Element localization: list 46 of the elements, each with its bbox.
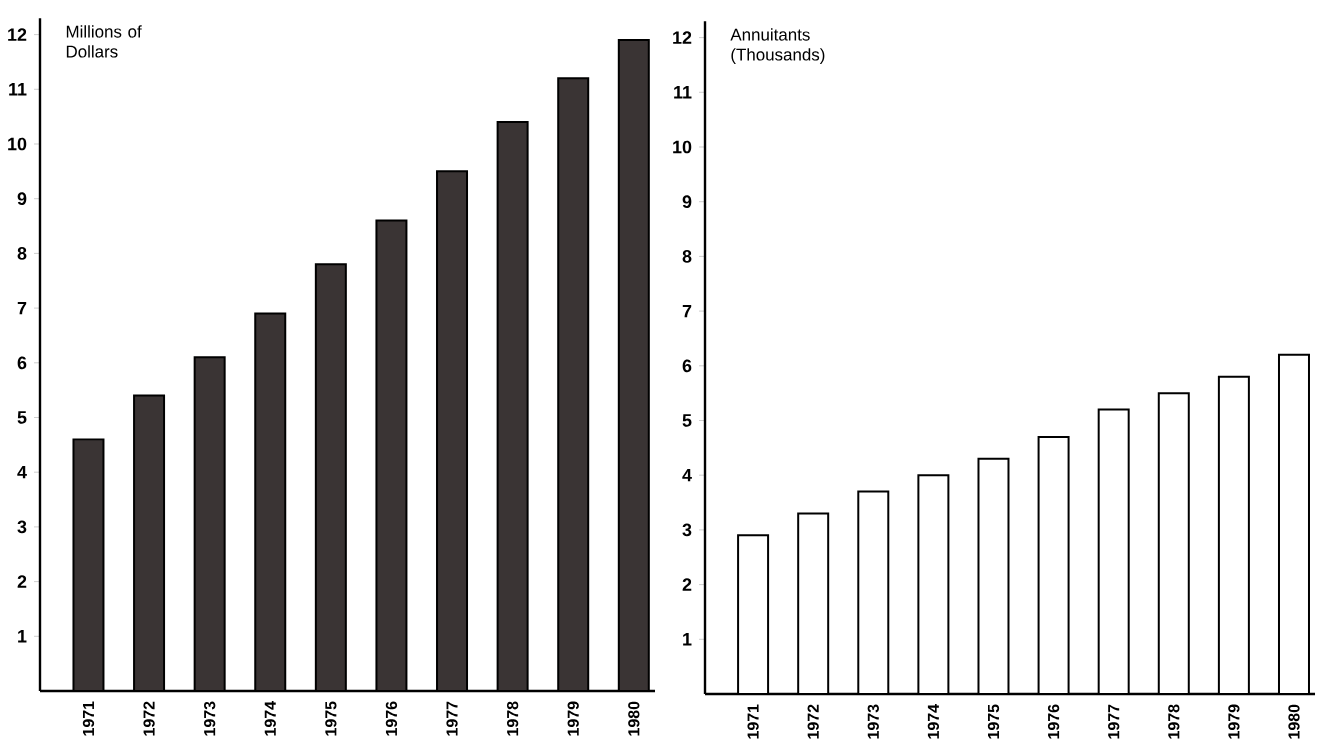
y-tick-label: 8 bbox=[682, 250, 692, 263]
x-tick-label: 1972 bbox=[807, 704, 819, 739]
y-tick-label: 1 bbox=[18, 630, 27, 643]
x-tick-label: 1977 bbox=[1108, 704, 1120, 739]
x-tick-label: 1973 bbox=[867, 704, 879, 739]
x-tick-label: 1980 bbox=[1288, 704, 1300, 739]
x-tick-label: 1980 bbox=[628, 701, 640, 736]
x-tick-label: 1978 bbox=[506, 701, 519, 736]
x-tick-label: 1971 bbox=[82, 701, 95, 736]
x-tick-label: 1974 bbox=[264, 701, 276, 736]
y-tick-label: 2 bbox=[682, 578, 692, 591]
y-axis-title: Millions of Dollars bbox=[66, 25, 142, 58]
y-tick-label: 10 bbox=[673, 140, 692, 154]
x-tick-label: 1977 bbox=[446, 701, 458, 736]
y-tick-label: 10 bbox=[8, 137, 27, 151]
y-tick-label: 6 bbox=[682, 359, 692, 373]
y-tick-label: 1 bbox=[683, 633, 692, 646]
x-tick-label: 1975 bbox=[987, 704, 1000, 739]
x-tick-label: 1974 bbox=[927, 704, 940, 739]
y-tick-label: 9 bbox=[17, 192, 27, 206]
y-tick-label: 6 bbox=[17, 356, 27, 370]
y-tick-label: 11 bbox=[674, 86, 692, 99]
y-tick-label: 9 bbox=[682, 195, 692, 209]
x-tick-label: 1979 bbox=[1228, 704, 1240, 739]
x-tick-label: 1976 bbox=[1047, 704, 1060, 739]
y-tick-label: 2 bbox=[17, 575, 27, 588]
y-tick-label: 4 bbox=[682, 469, 692, 482]
x-tick-label: 1971 bbox=[747, 704, 759, 739]
y-tick-label: 3 bbox=[682, 523, 692, 537]
y-tick-label: 7 bbox=[17, 301, 27, 315]
y-tick-label: 11 bbox=[9, 83, 27, 96]
y-tick-label: 12 bbox=[8, 28, 27, 41]
y-tick-label: 5 bbox=[17, 411, 27, 424]
y-axis-title: Annuitants (Thousands) bbox=[730, 28, 825, 64]
x-tick-label: 1972 bbox=[143, 701, 155, 736]
x-tick-label: 1979 bbox=[567, 701, 579, 736]
y-tick-label: 5 bbox=[682, 414, 692, 427]
x-tick-label: 1973 bbox=[204, 701, 216, 736]
y-tick-label: 8 bbox=[17, 247, 27, 260]
x-tick-label: 1975 bbox=[325, 701, 337, 736]
y-tick-label: 7 bbox=[682, 304, 692, 318]
y-tick-label: 12 bbox=[673, 31, 692, 44]
y-tick-label: 4 bbox=[17, 466, 27, 479]
x-tick-label: 1976 bbox=[385, 701, 398, 736]
x-tick-label: 1978 bbox=[1168, 704, 1180, 739]
y-tick-label: 3 bbox=[17, 520, 27, 534]
